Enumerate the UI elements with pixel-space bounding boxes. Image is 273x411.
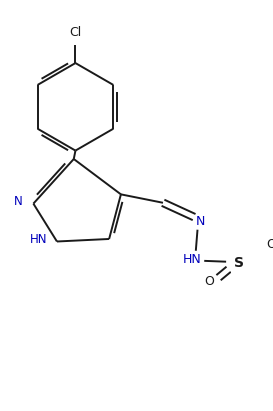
- Text: O: O: [204, 275, 214, 289]
- Text: N: N: [196, 215, 206, 228]
- Text: N: N: [14, 196, 23, 208]
- Text: HN: HN: [183, 253, 202, 266]
- Text: HN: HN: [30, 233, 47, 246]
- Text: Cl: Cl: [69, 26, 82, 39]
- Text: O: O: [266, 238, 273, 252]
- Text: S: S: [234, 256, 244, 270]
